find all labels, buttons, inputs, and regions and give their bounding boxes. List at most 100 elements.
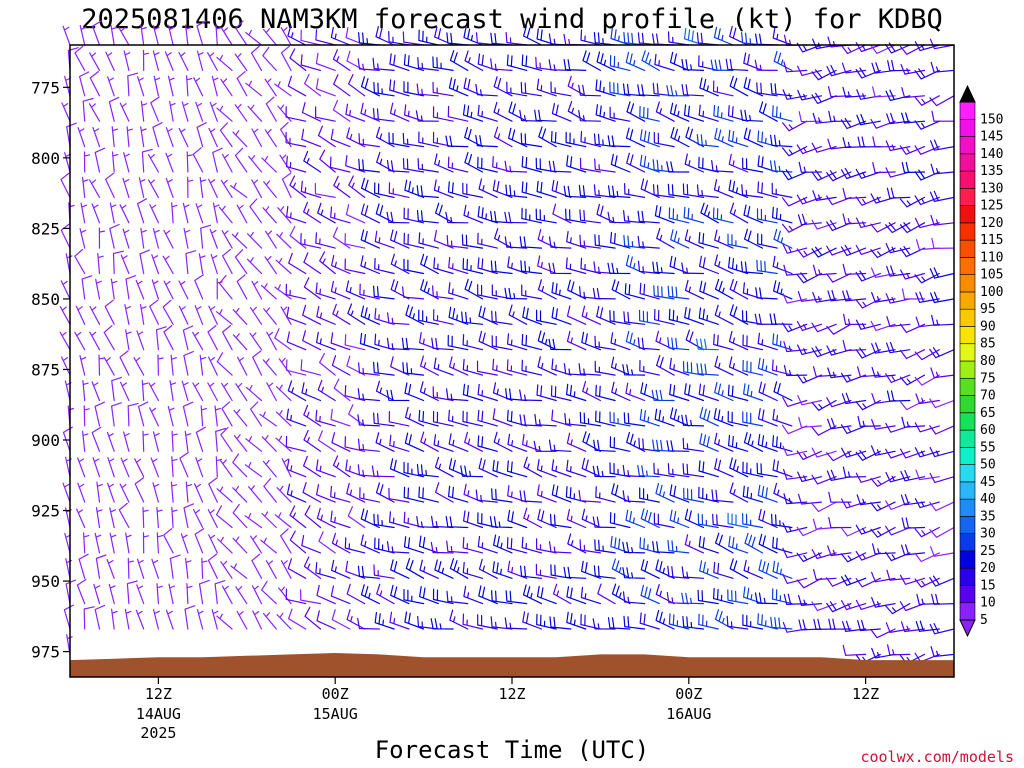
wind-barb (140, 100, 148, 122)
wind-barb (420, 431, 439, 452)
wind-barb (344, 385, 366, 402)
wind-barb (595, 384, 616, 402)
wind-barb (142, 506, 149, 529)
wind-barb (522, 306, 543, 325)
wind-barb (417, 57, 439, 71)
wind-barb (826, 219, 852, 231)
colorbar-label: 105 (980, 268, 1003, 283)
wind-barb (492, 156, 513, 173)
wind-barb (756, 259, 778, 275)
wind-barb (796, 194, 822, 205)
wind-barb (106, 431, 115, 452)
wind-barb (930, 139, 955, 151)
wind-barb (432, 411, 454, 427)
wind-barb (639, 129, 660, 148)
wind-barb (232, 333, 248, 351)
wind-barb (536, 78, 557, 97)
wind-barb (840, 244, 867, 257)
wind-barb (727, 410, 749, 427)
wind-barb (360, 584, 380, 605)
wind-barb (333, 74, 351, 97)
wind-barb (771, 513, 793, 529)
wind-barb (478, 330, 498, 351)
wind-barb (345, 280, 366, 300)
wind-barb (566, 611, 587, 630)
wind-barb (914, 526, 940, 538)
wind-barb (316, 331, 336, 351)
wind-barb (136, 584, 145, 605)
wind-barb (742, 411, 764, 427)
wind-barb (551, 358, 572, 376)
wind-barb (653, 462, 675, 478)
wind-barb (610, 332, 631, 351)
wind-barb (389, 79, 410, 97)
wind-barb (184, 605, 196, 630)
wind-barb (842, 620, 867, 632)
wind-barb (91, 381, 101, 402)
wind-barb (163, 325, 174, 351)
wind-barb (317, 430, 336, 452)
wind-barb (333, 175, 351, 198)
wind-barb (375, 126, 395, 148)
wind-barb (142, 532, 150, 554)
wind-barb (345, 103, 366, 122)
wind-barb (418, 309, 439, 325)
wind-barb (840, 574, 867, 586)
wind-barb (360, 102, 380, 122)
wind-barb (741, 184, 764, 198)
wind-barb (302, 482, 322, 503)
wind-barb (287, 558, 307, 579)
wind-barb (744, 228, 764, 249)
wind-barb (900, 470, 926, 482)
wind-barb (402, 132, 425, 148)
wind-barb (490, 58, 513, 71)
wind-barb (186, 151, 193, 173)
wind-barb (251, 280, 263, 300)
wind-barb (168, 583, 176, 605)
wind-barb (317, 379, 336, 402)
wind-barb (386, 337, 410, 351)
wind-barb (714, 355, 734, 376)
wind-barb (655, 609, 675, 630)
wind-barb (595, 104, 616, 122)
wind-barb (871, 393, 896, 404)
wind-barb (871, 62, 896, 74)
wind-barb (756, 462, 778, 478)
wind-barb (714, 229, 734, 249)
wind-barb (929, 501, 955, 512)
wind-barb (330, 510, 351, 529)
wind-barb (245, 80, 263, 97)
wind-barb (276, 485, 292, 503)
wind-barb (464, 431, 484, 452)
wind-barb (183, 503, 194, 529)
wind-barb (83, 405, 90, 427)
wind-barb (315, 52, 336, 71)
wind-barb (448, 306, 469, 325)
wind-barb (579, 539, 601, 554)
wind-barb (551, 484, 572, 503)
wind-barb (274, 512, 292, 529)
wind-barb (609, 106, 631, 122)
wind-barb (462, 334, 484, 351)
colorbar-label: 75 (980, 371, 996, 386)
wind-barb (208, 477, 218, 503)
wind-barb (462, 358, 484, 376)
y-axis: 775 800 825 850 875 900 925 950 975 (31, 78, 70, 662)
wind-barb (870, 222, 896, 233)
wind-barb (714, 304, 734, 325)
wind-barb (303, 556, 322, 579)
wind-barb (855, 42, 881, 53)
wind-barb (492, 561, 513, 579)
wind-barb (537, 508, 557, 529)
wind-barb (346, 609, 366, 630)
wind-barb (165, 609, 174, 630)
wind-barb (828, 517, 852, 529)
colorbar-swatch (959, 101, 976, 120)
wind-barb (536, 585, 557, 605)
wind-barb (447, 105, 469, 122)
x-axis-title: Forecast Time (UTC) (375, 736, 650, 764)
wind-barb (285, 131, 307, 148)
wind-barb (316, 484, 336, 503)
wind-barb (826, 195, 852, 206)
wind-barb (215, 427, 227, 452)
